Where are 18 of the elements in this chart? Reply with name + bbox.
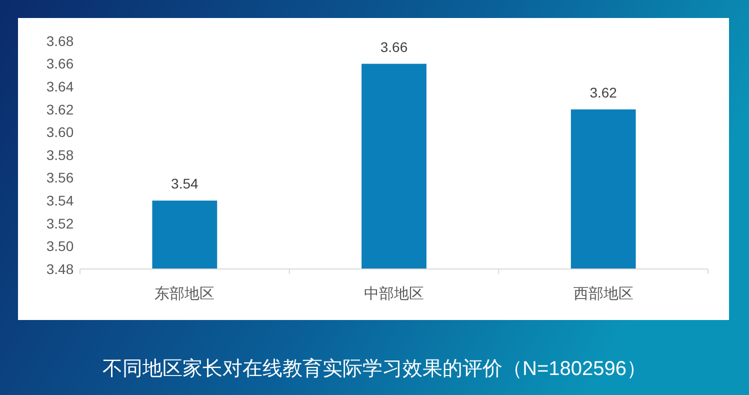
y-tick-label: 3.62: [46, 101, 74, 118]
y-tick-label: 3.68: [46, 32, 74, 49]
data-label: 3.54: [171, 176, 199, 192]
y-tick-label: 3.50: [46, 238, 74, 254]
x-tick-label: 东部地区: [154, 285, 215, 302]
y-tick-label: 3.52: [46, 215, 74, 232]
y-tick-label: 3.54: [46, 192, 74, 208]
y-tick-label: 3.66: [46, 56, 74, 72]
x-tick-label: 西部地区: [573, 285, 634, 302]
y-tick-label: 3.64: [46, 78, 74, 94]
y-tick-label: 3.56: [46, 170, 74, 186]
y-tick-label: 3.60: [46, 124, 74, 140]
text: 不同地区家长对在线教育实际学习效果的评价（N=1802596）: [102, 357, 646, 380]
data-label: 3.62: [590, 84, 618, 100]
y-tick-label: 3.58: [46, 146, 74, 163]
data-label: 3.66: [380, 38, 408, 55]
y-tick-label: 3.48: [46, 260, 74, 277]
x-tick-label: 中部地区: [364, 285, 424, 302]
